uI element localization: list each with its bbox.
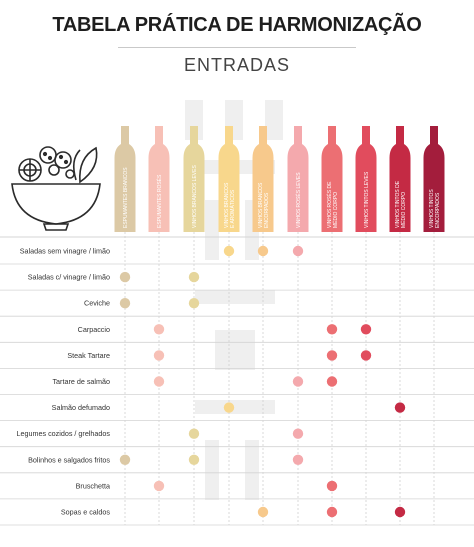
- wine-bottle: VINHOS ROSÉS LEVES: [287, 126, 309, 232]
- pairing-dot: [326, 376, 338, 387]
- pairing-dot: [394, 402, 406, 413]
- pairing-dot: [292, 454, 304, 465]
- wine-bottle: ESPUMANTES ROSÉS: [148, 126, 170, 232]
- bottle-shape: [287, 126, 309, 232]
- pairing-dot: [326, 324, 338, 335]
- pairing-dot: [394, 506, 406, 518]
- pairing-dot: [153, 350, 165, 361]
- bottle-label: VINHOS TINTOSENCORPADOS: [429, 189, 441, 228]
- pairing-dot: [119, 454, 131, 465]
- bottle-shape: [389, 126, 411, 232]
- pairing-dot: [153, 376, 165, 387]
- pairing-dot: [223, 402, 235, 413]
- pairing-dot: [188, 271, 200, 283]
- pairing-dot: [292, 245, 304, 257]
- pairing-dot: [326, 350, 338, 361]
- wine-bottle: VINHOS TINTOSENCORPADOS: [423, 126, 445, 232]
- bottle-label: VINHOS BRANCOSENCORPADOS: [258, 182, 270, 228]
- bottle-shape: [114, 126, 136, 232]
- page-subtitle: ENTRADAS: [183, 55, 290, 75]
- pairing-dot: [119, 271, 131, 283]
- dish-label: Bruschetta: [76, 481, 110, 490]
- wine-bottle: VINHOS BRANCOSE AROMÁTICOS: [218, 126, 240, 232]
- wine-bottle: VINHOS TINTOS DEMÉDIO CORPO: [389, 126, 411, 232]
- bottle-shape: [252, 126, 274, 232]
- dish-label: Salmão defumado: [52, 403, 110, 412]
- pairing-dot: [153, 480, 165, 492]
- dish-label: Ceviche: [84, 299, 110, 308]
- bottle-label: ESPUMANTES ROSÉS: [156, 174, 163, 228]
- pairing-dot: [188, 428, 200, 439]
- pairing-dot: [257, 245, 269, 257]
- bottle-label: VINHOS TINTOS DEMÉDIO CORPO: [395, 180, 407, 228]
- pairing-dot: [292, 428, 304, 439]
- bottle-shape: [148, 126, 170, 232]
- pairing-dot: [326, 480, 338, 492]
- pairing-dot: [223, 245, 235, 257]
- bottle-shape: [218, 126, 240, 232]
- dish-label: Sopas e caldos: [61, 508, 111, 517]
- bottle-label: VINHOS BRANCOS LEVES: [192, 165, 198, 228]
- wine-bottle: ESPUMANTES BRANCOS: [114, 126, 136, 232]
- bottle-label: VINHOS BRANCOSE AROMÁTICOS: [224, 182, 236, 228]
- page-title: TABELA PRÁTICA DE HARMONIZAÇÃO: [52, 14, 422, 36]
- dish-label: Legumes cozidos / grelhados: [17, 429, 111, 438]
- pairing-dot: [360, 350, 372, 361]
- wine-bottle: VINHOS BRANCOS LEVES: [183, 126, 205, 232]
- bottle-label: VINHOS ROSÉS DEMÉDIO CORPO: [326, 181, 339, 228]
- wine-bottle: VINHOS ROSÉS DEMÉDIO CORPO: [321, 126, 343, 232]
- title-divider: [118, 47, 356, 48]
- pairing-dot: [257, 506, 269, 518]
- dish-label: Carpaccio: [78, 325, 110, 334]
- bottle-label: ESPUMANTES BRANCOS: [123, 167, 129, 228]
- pairing-dot: [292, 376, 304, 387]
- dish-label: Saladas c/ vinagre / limão: [28, 273, 110, 282]
- bottle-label: VINHOS ROSÉS LEVES: [295, 172, 302, 228]
- dish-label: Steak Tartare: [67, 351, 110, 360]
- pairing-dot: [326, 506, 338, 518]
- salad-bowl-icon: [11, 146, 101, 231]
- bottle-shape: [321, 126, 343, 232]
- dish-label: Tartare de salmão: [52, 377, 110, 386]
- bottle-label: VINHOS TINTOS LEVES: [364, 171, 370, 228]
- bottle-shape: [423, 126, 445, 232]
- pairing-dot: [188, 454, 200, 465]
- pairing-dot: [360, 324, 372, 335]
- pairing-dot: [188, 298, 200, 309]
- pairing-dot: [153, 324, 165, 335]
- wine-bottle: VINHOS TINTOS LEVES: [355, 126, 377, 232]
- wine-bottle: VINHOS BRANCOSENCORPADOS: [252, 126, 274, 232]
- bottle-shape: [355, 126, 377, 232]
- bottle-shape: [183, 126, 205, 232]
- dish-label: Bolinhos e salgados fritos: [28, 455, 110, 464]
- pairing-dot: [119, 298, 131, 309]
- dish-label: Saladas sem vinagre / limão: [20, 247, 110, 256]
